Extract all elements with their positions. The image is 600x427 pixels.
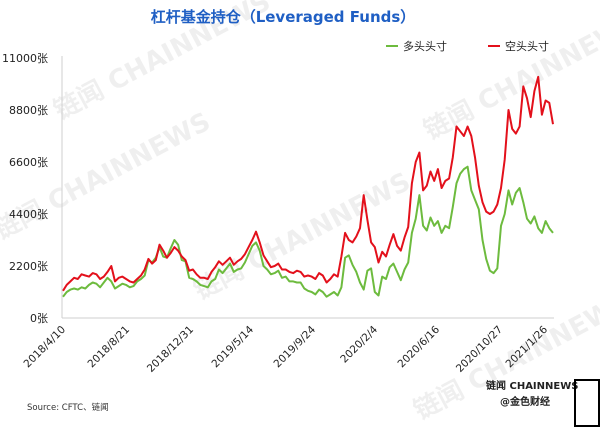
- y-tick-label: 6600张: [9, 156, 48, 169]
- watermark-text: 链闻 CHAINNEWS: [419, 6, 600, 146]
- x-tick-label: 2020/6/16: [396, 323, 443, 370]
- y-tick-label: 4400张: [9, 208, 48, 221]
- watermark-text: 链闻 CHAINNEWS: [0, 106, 216, 246]
- x-tick-label: 2020/2/4: [338, 323, 380, 365]
- legend-label-short: 空头头寸: [505, 39, 549, 53]
- source-note: Source: CFTC、链闻: [27, 402, 109, 413]
- y-axis-ticks: 0张 2200张 4400张 6600张 8800张 11000张: [2, 52, 48, 325]
- legend-label-long: 多头头寸: [403, 39, 447, 53]
- series-line-long: [62, 165, 554, 298]
- x-tick-label: 2019/5/14: [210, 323, 257, 370]
- series-layer: [62, 75, 554, 298]
- brand-logo: 链闻 CHAINNEWS @金色财经: [485, 379, 600, 427]
- x-tick-label: 2019/9/24: [272, 323, 319, 370]
- brand-name: 链闻 CHAINNEWS: [485, 379, 578, 392]
- y-tick-label: 2200张: [9, 260, 48, 273]
- chart-title: 杠杆基金持仓（Leveraged Funds）: [151, 8, 416, 26]
- logo-box: [574, 379, 600, 427]
- legend: 多头头寸 空头头寸: [386, 39, 549, 53]
- x-tick-label: 2018/4/10: [22, 324, 69, 371]
- x-tick-label: 2018/8/21: [86, 324, 133, 371]
- brand-sub: @金色财经: [500, 395, 550, 408]
- y-tick-label: 11000张: [2, 52, 48, 65]
- y-tick-label: 8800张: [9, 104, 48, 117]
- x-tick-label: 2018/12/31: [145, 324, 196, 375]
- series-line-short: [62, 75, 554, 292]
- y-tick-label: 0张: [30, 312, 48, 325]
